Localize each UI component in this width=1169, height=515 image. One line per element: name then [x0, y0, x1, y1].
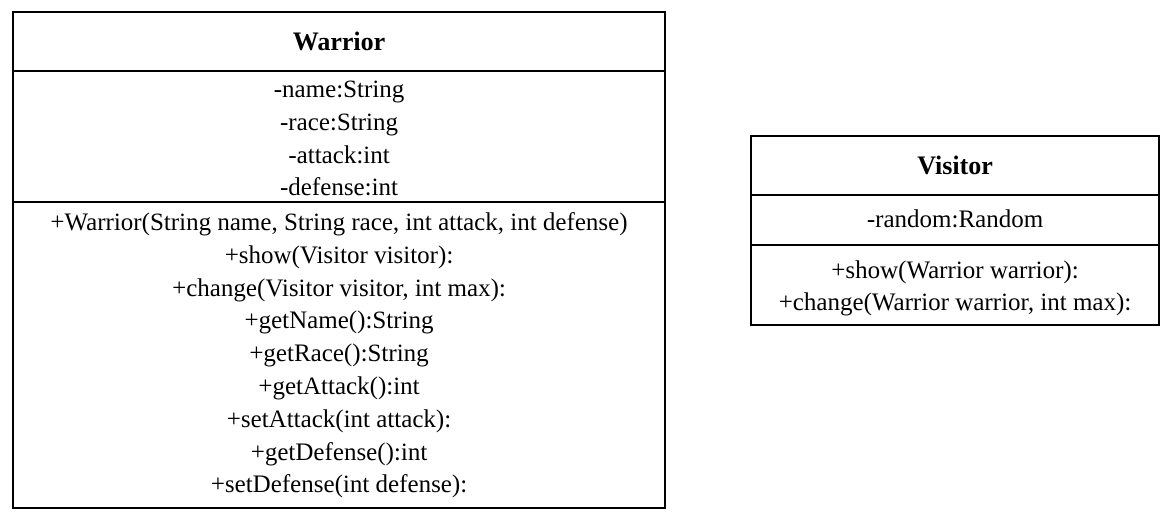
- attributes-compartment: -random:Random: [752, 194, 1158, 244]
- attribute-attack: -attack:int: [288, 141, 390, 169]
- attribute-random: -random:Random: [866, 206, 1044, 233]
- class-name: Warrior: [14, 13, 664, 70]
- operations-compartment: +Warrior(String name, String race, int a…: [14, 201, 664, 507]
- operation-get-defense: +getDefense():int: [250, 438, 428, 466]
- operation-constructor: +Warrior(String name, String race, int a…: [50, 209, 628, 236]
- class-name-text: Warrior: [292, 26, 386, 56]
- operations-compartment: +show(Warrior warrior): +change(Warrior …: [752, 244, 1158, 324]
- class-box-visitor: Visitor -random:Random +show(Warrior war…: [750, 135, 1160, 326]
- operation-get-name: +getName():String: [244, 307, 434, 335]
- operation-get-race: +getRace():String: [249, 340, 429, 368]
- attributes-compartment: -name:String -race:String -attack:int -d…: [14, 70, 664, 201]
- attribute-race: -race:String: [279, 108, 398, 136]
- class-name-text: Visitor: [917, 150, 993, 180]
- class-box-warrior: Warrior -name:String -race:String -attac…: [12, 11, 666, 509]
- class-name: Visitor: [752, 137, 1158, 194]
- operation-change: +change(Visitor visitor, int max):: [172, 274, 506, 302]
- operation-get-attack: +getAttack():int: [258, 372, 420, 400]
- attribute-defense: -defense:int: [279, 174, 398, 202]
- operation-set-defense: +setDefense(int defense):: [210, 471, 468, 499]
- operation-set-attack: +setAttack(int attack):: [226, 405, 452, 433]
- operation-show: +show(Warrior warrior):: [831, 257, 1079, 284]
- operation-show: +show(Visitor visitor):: [224, 241, 454, 269]
- operation-change: +change(Warrior warrior, int max):: [778, 289, 1132, 316]
- attribute-name: -name:String: [273, 76, 405, 103]
